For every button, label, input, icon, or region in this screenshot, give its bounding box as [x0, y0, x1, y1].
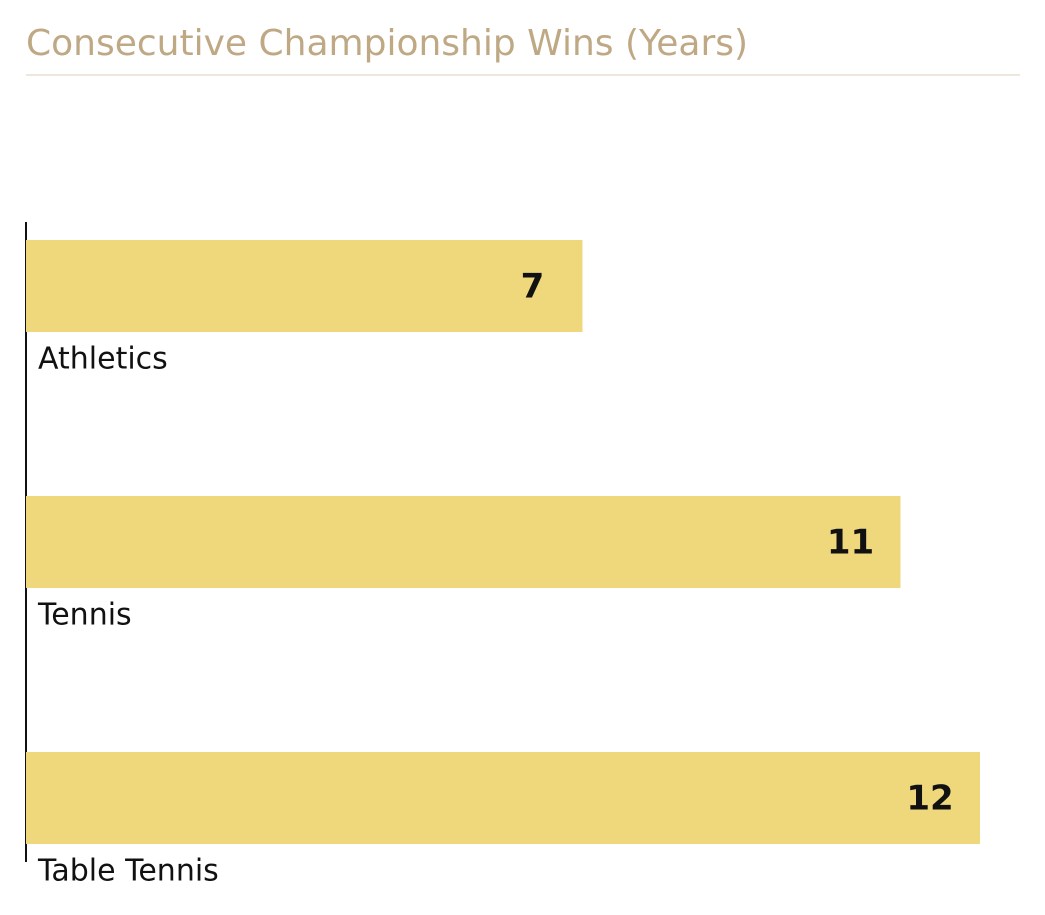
- value-label: 7: [521, 267, 545, 307]
- bar: [26, 752, 980, 844]
- value-label: 12: [906, 779, 953, 819]
- value-label: 11: [827, 523, 874, 563]
- category-label: Tennis: [37, 598, 132, 633]
- bar: [26, 496, 901, 588]
- category-label: Athletics: [38, 342, 168, 377]
- chart-title: Consecutive Championship Wins (Years): [26, 23, 748, 64]
- bar: [26, 240, 583, 332]
- category-label: Table Tennis: [37, 854, 219, 889]
